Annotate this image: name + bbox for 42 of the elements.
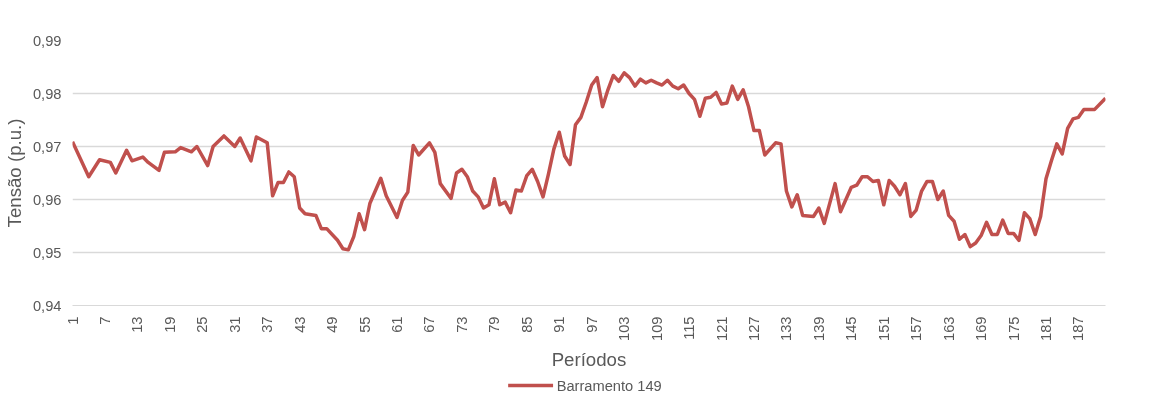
x-tick-label: 103 (616, 316, 633, 341)
y-axis-title: Tensão (p.u.) (3, 118, 25, 228)
x-tick-label: 73 (453, 316, 470, 333)
x-tick-label: 25 (194, 316, 211, 333)
x-tick-label: 163 (940, 316, 957, 341)
x-tick-label: 37 (259, 316, 276, 333)
y-tick-label: 0,97 (32, 138, 62, 155)
y-tick-label: 0,99 (32, 32, 62, 49)
x-tick-label: 109 (648, 316, 665, 341)
x-tick-label: 187 (1070, 316, 1087, 341)
legend-label: Barramento 149 (556, 377, 662, 394)
x-tick-label: 19 (161, 316, 178, 333)
x-tick-label: 139 (810, 316, 827, 341)
x-tick-label: 49 (324, 316, 341, 333)
x-axis-title: Períodos (551, 348, 627, 370)
x-tick-label: 43 (291, 316, 308, 333)
x-tick-label: 7 (96, 316, 113, 325)
x-tick-label: 127 (745, 316, 762, 341)
x-tick-label: 97 (583, 316, 600, 333)
x-tick-label: 115 (681, 316, 698, 340)
x-tick-label: 151 (875, 316, 892, 341)
x-tick-label: 61 (389, 316, 405, 333)
y-tick-label: 0,94 (32, 297, 62, 314)
x-tick-label: 85 (518, 316, 535, 333)
x-tick-label: 145 (843, 316, 860, 341)
x-tick-label: 79 (486, 316, 503, 333)
x-tick-label: 133 (778, 316, 795, 341)
y-tick-label: 0,98 (32, 85, 62, 102)
y-tick-label: 0,95 (32, 244, 62, 261)
x-tick-label: 157 (908, 316, 925, 341)
x-tick-label: 1 (64, 316, 81, 325)
x-tick-label: 175 (1005, 316, 1022, 341)
x-tick-label: 55 (356, 316, 373, 333)
x-tick-label: 67 (421, 316, 438, 333)
line-series (72, 71, 1106, 252)
y-tick-label: 0,96 (32, 191, 62, 208)
x-tick-label: 91 (551, 316, 568, 333)
x-tick-label: 169 (973, 316, 990, 341)
x-tick-label: 31 (226, 316, 243, 333)
x-tick-label: 121 (713, 316, 730, 341)
x-tick-label: 13 (129, 316, 146, 333)
x-tick-label: 181 (1038, 316, 1055, 341)
